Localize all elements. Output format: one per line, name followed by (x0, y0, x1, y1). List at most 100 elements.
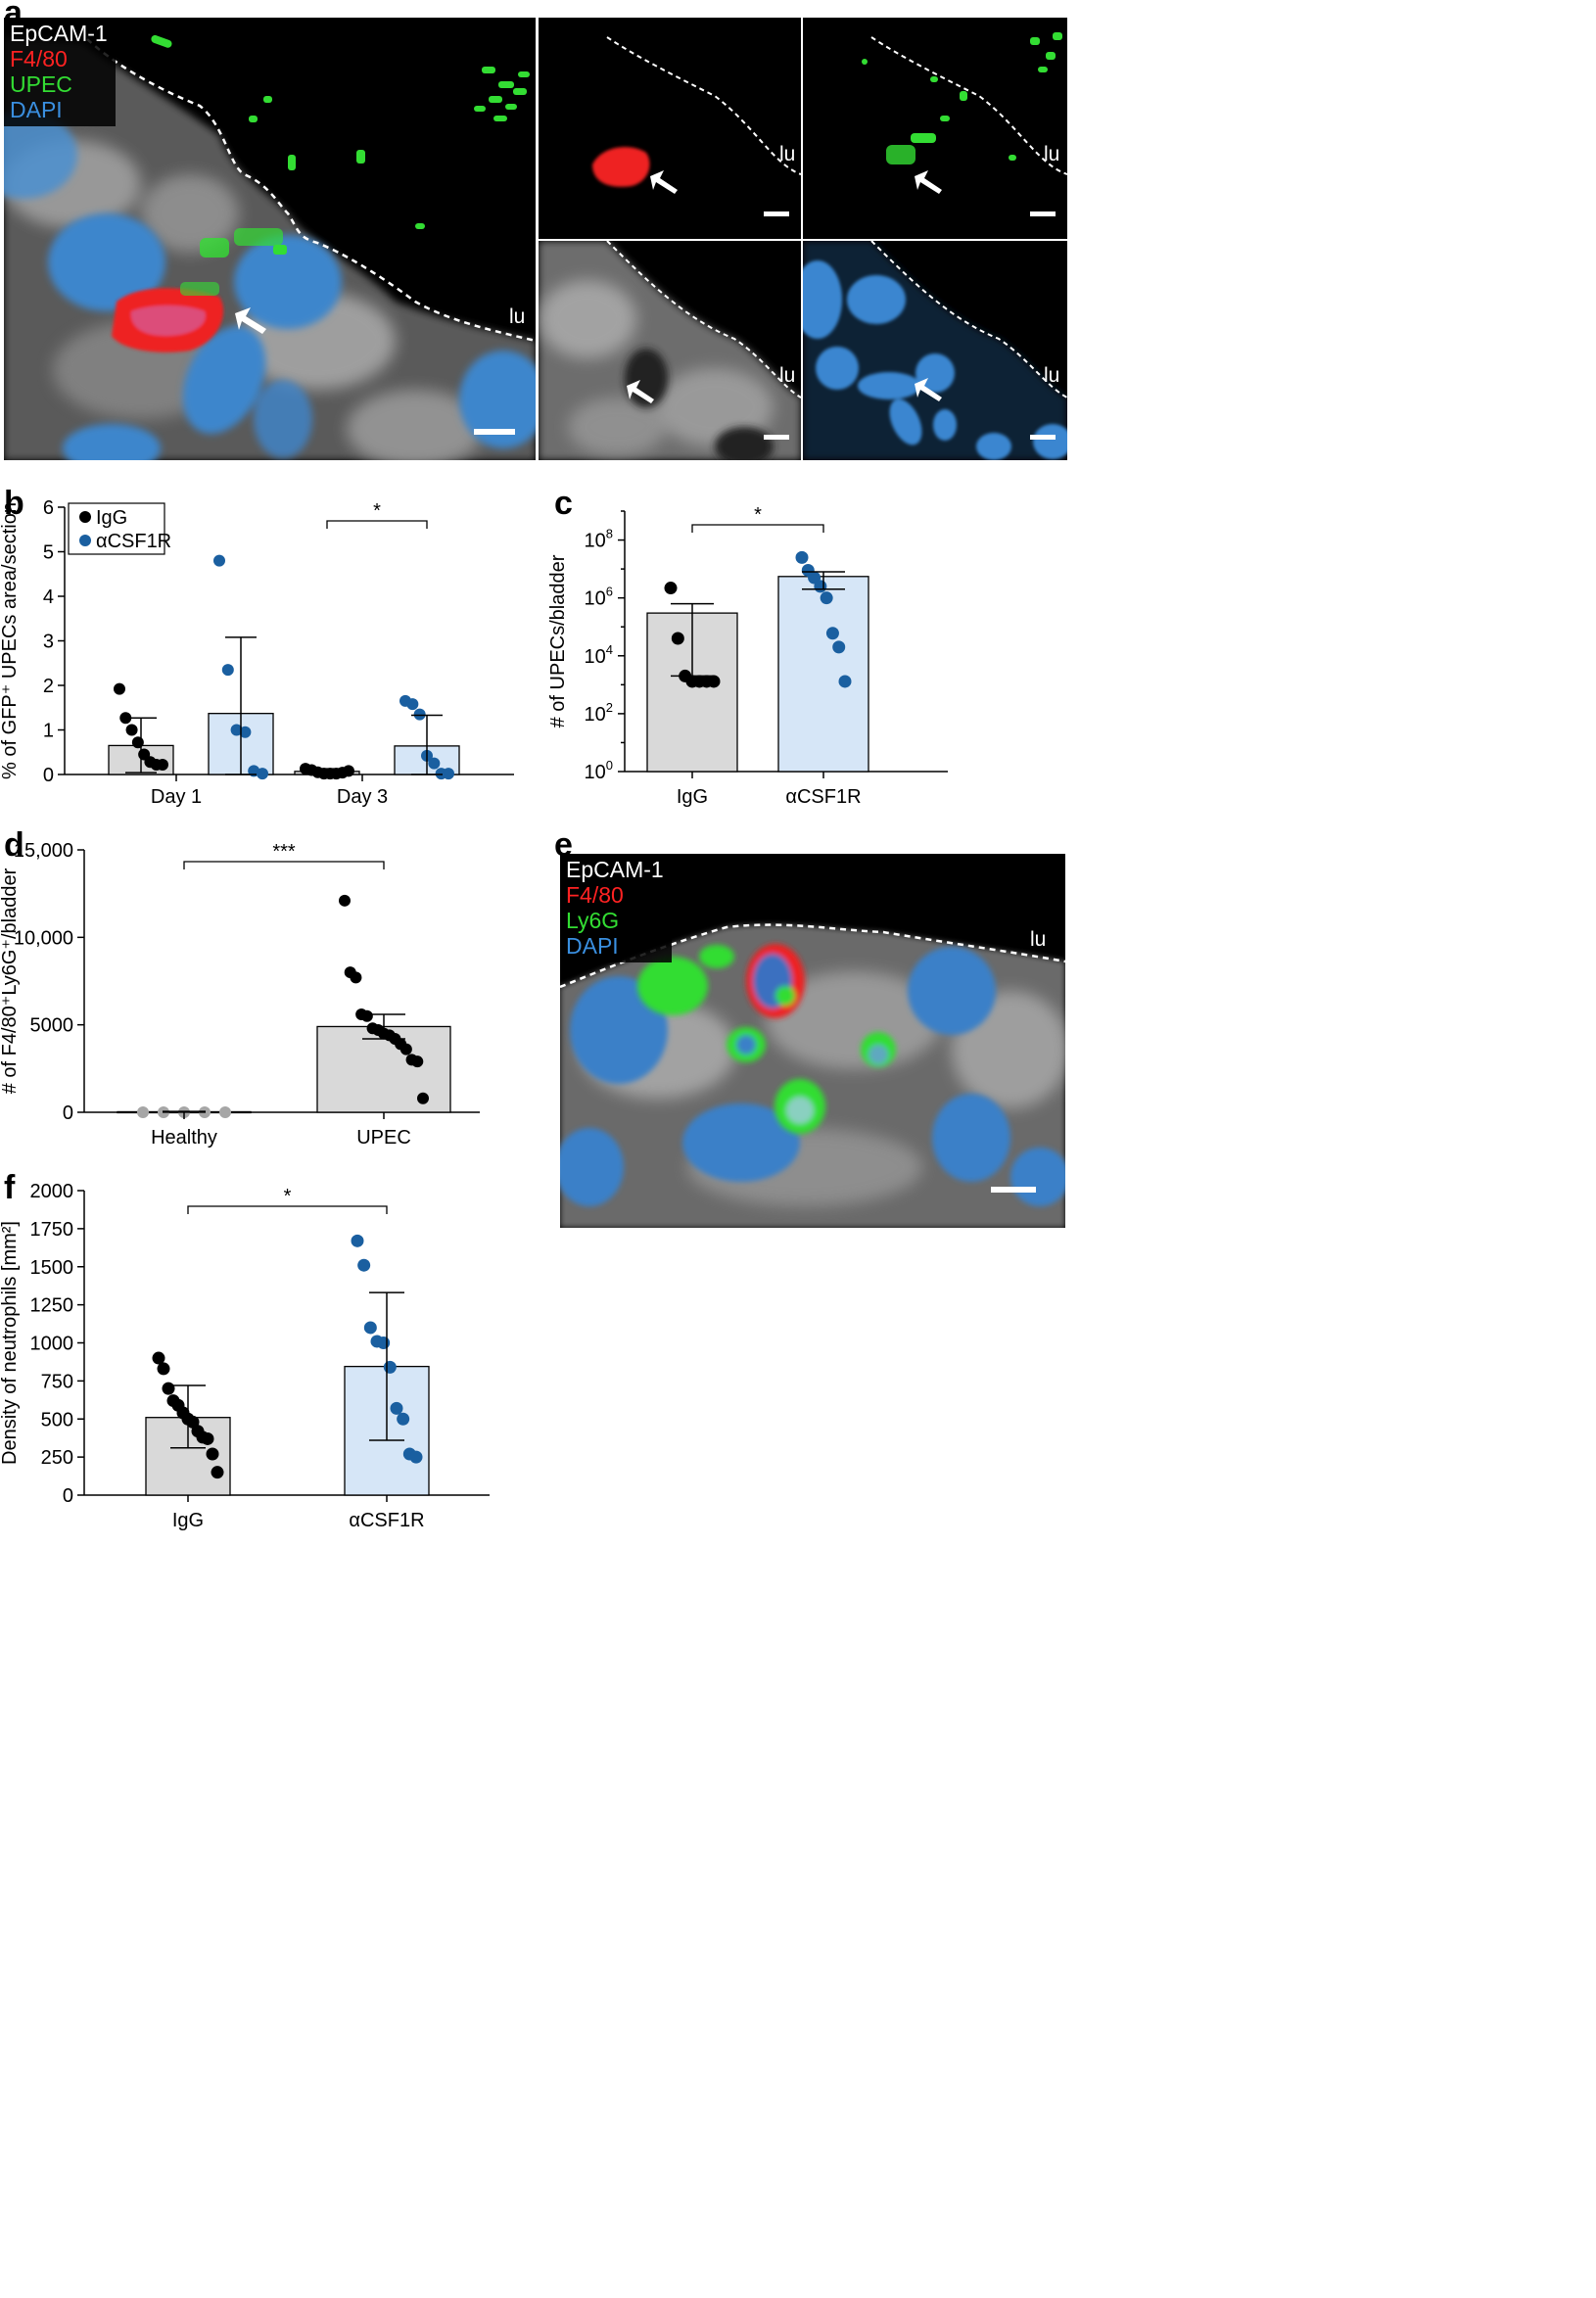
y-tick-label: 108 (585, 527, 613, 552)
bar (316, 1025, 451, 1113)
y-tick-label: 10,000 (14, 927, 73, 949)
y-tick-label: 3 (43, 632, 54, 653)
lumen-label-e: lu (1030, 928, 1047, 951)
data-point (411, 1055, 424, 1068)
data-point (707, 675, 721, 688)
legend-label: αCSF1R (96, 531, 171, 552)
legend-label: IgG (96, 507, 127, 529)
legend-e-epcam: EpCAM-1 (566, 857, 664, 882)
micrograph-a-upec (803, 18, 1067, 239)
data-point (239, 726, 252, 738)
panel-e-letter: e (554, 826, 573, 864)
legend-e-dapi: DAPI (566, 933, 619, 959)
data-point (360, 1009, 373, 1022)
data-point (152, 1351, 165, 1365)
data-point (363, 1321, 377, 1335)
data-point (351, 1234, 364, 1247)
data-point (201, 1431, 214, 1445)
data-point (221, 664, 234, 677)
lumen-label-a-dapi: lu (1044, 364, 1060, 387)
data-point (390, 1401, 403, 1415)
significance-label: * (754, 504, 762, 526)
y-axis-label: % of GFP⁺ UPECs area/section (0, 502, 21, 779)
x-tick-label: Day 3 (337, 786, 388, 808)
data-point (157, 1362, 170, 1376)
chart-d: 0 5000 10,000 15,000 # of F4/80⁺Ly6G⁺/bladde… (0, 832, 534, 1165)
legend-e: EpCAM-1 F4/80 Ly6G DAPI (560, 854, 672, 962)
significance-bracket (691, 524, 824, 533)
lumen-label-a-main: lu (509, 305, 526, 328)
y-tick-label: 2000 (30, 1181, 74, 1202)
legend-a: EpCAM-1 F4/80 UPEC DAPI (4, 18, 116, 126)
y-tick-label: 100 (585, 758, 613, 783)
y-tick-label: 15,000 (14, 840, 73, 862)
micrograph-a-f480 (539, 18, 801, 239)
significance-label: *** (272, 841, 296, 863)
data-point (838, 675, 852, 688)
data-point (413, 708, 426, 721)
x-tick-label: αCSF1R (785, 786, 861, 808)
bar (777, 576, 869, 773)
x-tick-label: Day 1 (151, 786, 202, 808)
data-point (219, 1106, 231, 1118)
data-point (406, 698, 419, 711)
micrograph-a-main (4, 18, 536, 460)
y-tick-label: 102 (585, 700, 613, 726)
y-tick-label: 6 (43, 497, 54, 519)
data-point (399, 1043, 412, 1055)
data-point (211, 1466, 224, 1479)
y-tick-label: 104 (585, 642, 613, 668)
significance-bracket (326, 520, 428, 529)
lumen-label-a-f480: lu (779, 143, 796, 165)
y-tick-label: 5000 (30, 1015, 74, 1037)
x-tick-label: IgG (172, 1510, 204, 1531)
y-axis-label: # of UPECs/bladder (548, 554, 569, 727)
data-point (443, 768, 454, 780)
y-tick-label: 1000 (30, 1334, 74, 1355)
panel-f-letter: f (4, 1169, 16, 1206)
data-point (257, 768, 268, 780)
data-point (114, 682, 125, 695)
significance-label: * (373, 500, 381, 522)
data-point (357, 1258, 371, 1272)
y-tick-label: 106 (585, 585, 613, 610)
y-tick-label: 250 (41, 1447, 73, 1469)
legend-marker (79, 535, 91, 546)
data-point (131, 736, 144, 749)
data-point (339, 894, 351, 907)
panel-d-letter: d (4, 826, 24, 864)
data-point (397, 1412, 410, 1426)
y-tick-label: 0 (63, 1485, 73, 1507)
chart-f: 0 250 500 750 1000 1250 1500 1750 2000 Density of… (0, 1175, 534, 1547)
data-point (814, 580, 827, 593)
y-tick-label: 4 (43, 586, 54, 608)
panel-c-letter: c (554, 485, 573, 522)
significance-bracket (187, 1205, 388, 1214)
chart-c: 100 102 104 106 108 # of UPECs/bladder IgG αCSF… (547, 490, 979, 822)
y-axis-label: # of F4/80⁺Ly6G⁺/bladder (0, 868, 21, 1094)
data-point (664, 582, 678, 595)
legend-a-upec: UPEC (10, 71, 72, 97)
data-point (825, 627, 839, 640)
legend-marker (79, 511, 91, 523)
legend-a-f480: F4/80 (10, 46, 68, 71)
y-tick-label: 1750 (30, 1219, 74, 1241)
x-tick-label: αCSF1R (349, 1510, 424, 1531)
data-point (428, 757, 441, 770)
data-point (820, 591, 833, 605)
y-tick-label: 5 (43, 542, 54, 564)
x-tick-label: IgG (677, 786, 708, 808)
x-tick-label: Healthy (151, 1127, 217, 1149)
data-point (213, 554, 225, 567)
y-tick-label: 750 (41, 1371, 73, 1392)
data-point (409, 1450, 423, 1464)
data-point (350, 971, 362, 984)
y-tick-label: 1 (43, 721, 54, 742)
y-tick-label: 1250 (30, 1295, 74, 1317)
y-tick-label: 500 (41, 1409, 73, 1430)
legend-e-ly6g: Ly6G (566, 908, 620, 933)
data-point (157, 758, 168, 771)
micrograph-a-epcam (539, 241, 801, 460)
chart-b: 0 1 2 3 4 5 6 % of GFP⁺ UPECs area/section Day 1… (0, 490, 534, 822)
x-tick-label: UPEC (356, 1127, 411, 1149)
